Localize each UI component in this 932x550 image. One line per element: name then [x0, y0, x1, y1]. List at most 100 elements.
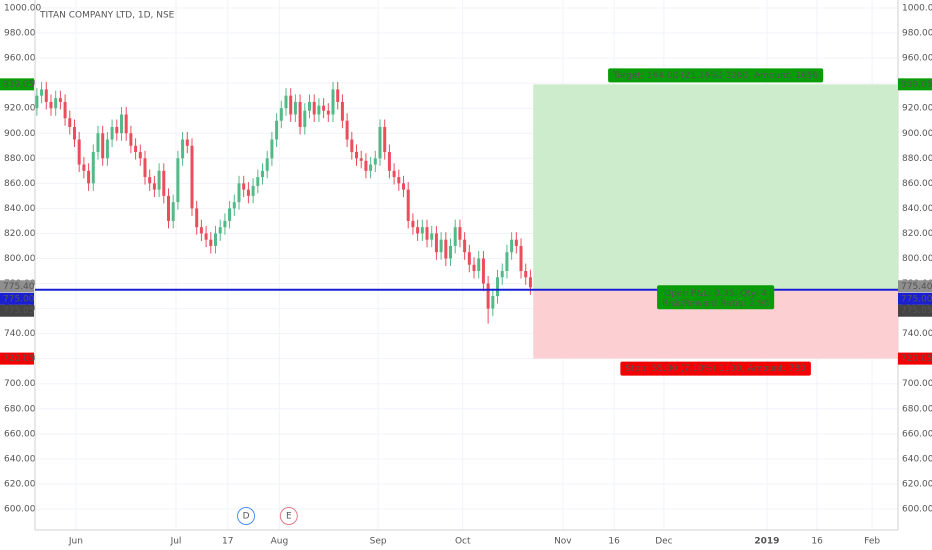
price-tag-left [0, 292, 34, 305]
candle-body [524, 271, 528, 278]
candle-body [162, 170, 166, 196]
y-tick-label: 880.00 [4, 154, 36, 164]
candle-body [500, 271, 504, 278]
y-tick-label: 800.00 [4, 254, 36, 264]
price-tag-label-left: 775.40 [3, 282, 35, 292]
candle-body [157, 170, 161, 190]
candle-body [261, 170, 265, 178]
y-tick-label: 600.00 [4, 504, 36, 514]
candle-body [439, 239, 443, 253]
candle-body [378, 126, 382, 159]
candle-body [96, 133, 100, 153]
candle-body [317, 105, 321, 115]
candle-body [312, 101, 316, 115]
candle-body [105, 139, 109, 159]
y-tick-label: 980.00 [4, 29, 36, 39]
candle-body [171, 202, 175, 221]
y-tick-label-right: 600.00 [902, 504, 932, 514]
price-tag-right [898, 292, 932, 305]
x-tick-label: Dec [655, 537, 672, 547]
price-tag-label-left: 720.05 [3, 354, 35, 364]
x-tick-label: 16 [608, 537, 620, 547]
candle-body [209, 239, 213, 246]
candle-body [340, 101, 344, 121]
price-tag-right [898, 280, 932, 293]
candle-body [77, 139, 81, 165]
candle-body [486, 283, 490, 309]
y-tick-label: 960.00 [4, 54, 36, 64]
y-tick-label: 620.00 [4, 479, 36, 489]
y-tick-label: 1000.00 [4, 4, 41, 14]
y-tick-label-right: 660.00 [902, 429, 932, 439]
candle-body [49, 101, 53, 109]
candle-body [87, 170, 91, 184]
candle-body [383, 126, 387, 153]
candle-body [472, 264, 476, 272]
y-tick-label: 840.00 [4, 204, 36, 214]
x-tick-label: Jun [68, 537, 83, 547]
candle-body [453, 227, 457, 246]
y-tick-label-right: 740.00 [902, 329, 932, 339]
candle-body [223, 220, 227, 228]
y-tick-label: 660.00 [4, 429, 36, 439]
y-tick-label-right: 920.00 [902, 104, 932, 114]
event-label: E [286, 512, 292, 522]
candle-body [148, 177, 152, 184]
candle-body [449, 245, 453, 259]
candle-body [190, 145, 194, 209]
y-tick-label: 640.00 [4, 454, 36, 464]
candle-body [496, 277, 500, 297]
pnl-label: Open P&L: 0.35, Qty: 4 [664, 289, 767, 299]
price-tag-right [898, 304, 932, 317]
y-tick-label-right: 620.00 [902, 479, 932, 489]
y-tick-label-right: 1000.00 [902, 4, 932, 14]
candle-body [35, 95, 39, 109]
price-tag-right [898, 78, 932, 91]
y-tick-label-right: 680.00 [902, 404, 932, 414]
candle-body [397, 177, 401, 184]
candle-body [232, 202, 236, 209]
event-marker [279, 507, 298, 525]
candle-body [387, 152, 391, 171]
candle-body [218, 227, 222, 234]
x-tick-label: Sep [370, 537, 387, 547]
candle-body [101, 133, 105, 159]
price-tag-label-right: 775.05 [901, 306, 932, 316]
x-tick-label: Aug [271, 537, 289, 547]
candle-body [58, 98, 62, 102]
y-tick-label-right: 700.00 [902, 379, 932, 389]
candle-body [242, 183, 246, 190]
price-tag-left [0, 78, 34, 91]
stop-label: Stop: 55.00 (7.10%) 1100, Amount: 780 [625, 364, 806, 374]
y-tick-label: 900.00 [4, 129, 36, 139]
rr-label: Risk/Reward Ratio: 2.98 [662, 299, 769, 309]
event-marker [237, 507, 256, 525]
candle-body [270, 139, 274, 159]
candle-body [420, 227, 424, 234]
y-tick-label-right: 860.00 [902, 179, 932, 189]
price-tag-label-right: 775.00 [901, 294, 932, 304]
candle-body [411, 220, 415, 228]
candle-body [246, 189, 250, 196]
candle-body [369, 164, 373, 171]
pnl-box [657, 285, 775, 310]
candle-body [44, 89, 48, 102]
price-tag-label-right: 720.05 [901, 354, 932, 364]
target-zone [533, 84, 898, 290]
candle-body [514, 239, 518, 246]
candle-body [322, 105, 326, 111]
candle-body [491, 296, 495, 309]
candle-body [110, 126, 114, 140]
candle-body [152, 183, 156, 190]
price-tag-label-left: 939.05 [3, 80, 35, 90]
candle-body [91, 152, 95, 184]
price-tag-left [0, 304, 34, 317]
price-tag-left [0, 280, 34, 293]
price-tag-label-left: 775.00 [3, 294, 35, 304]
y-tick-label: 740.00 [4, 329, 36, 339]
y-tick-label: 700.00 [4, 379, 36, 389]
candle-body [237, 183, 241, 203]
candle-body [308, 101, 312, 111]
candle-body [289, 95, 293, 115]
candle-body [425, 227, 429, 240]
